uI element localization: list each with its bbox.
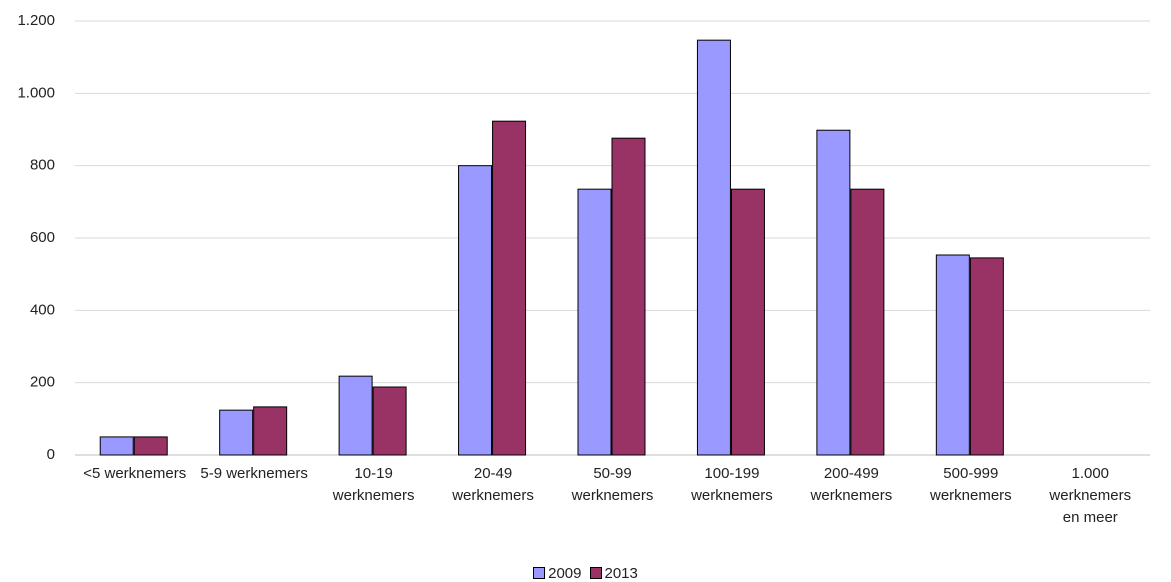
x-tick-label: 500-999 werknemers (929, 465, 1012, 504)
legend-item: 2013 (589, 565, 638, 582)
y-tick-label: 1.200 (17, 12, 55, 29)
bar (458, 165, 493, 456)
legend-label: 2009 (548, 565, 582, 582)
y-tick-label: 600 (30, 229, 55, 246)
x-tick-label: 50-99 werknemers (571, 465, 654, 504)
bar (133, 436, 168, 456)
bar (730, 188, 765, 456)
x-tick-label: 5-9 werknemers (200, 465, 308, 482)
x-tick-label: 10-19 werknemers (332, 465, 415, 504)
bar (696, 39, 731, 456)
y-tick-label: 0 (47, 446, 55, 463)
bar (99, 436, 134, 456)
legend-item: 2009 (533, 565, 582, 582)
bar (338, 375, 373, 456)
y-tick-label: 1.000 (17, 84, 55, 101)
x-tick-label: 20-49 werknemers (452, 465, 534, 504)
y-tick-label: 400 (30, 301, 55, 318)
bar (816, 129, 851, 456)
legend-swatch (533, 567, 546, 579)
x-tick-label: 100-199 werknemers (691, 465, 773, 504)
bar (577, 188, 612, 456)
bar (850, 188, 885, 456)
x-tick-label: 200-499 werknemers (810, 465, 893, 504)
bar (492, 120, 527, 456)
legend: 2009 2013 (0, 565, 1171, 582)
legend-swatch (589, 567, 602, 579)
bar (372, 386, 407, 456)
bar (219, 409, 254, 456)
bar (611, 137, 646, 456)
x-tick-label: 1.000 werknemers en meer (1049, 465, 1132, 526)
bar (969, 257, 1004, 456)
bar (253, 406, 288, 456)
y-tick-label: 200 (30, 374, 55, 391)
bar (935, 254, 970, 456)
y-tick-label: 800 (30, 157, 55, 174)
x-tick-label: <5 werknemers (83, 465, 187, 482)
legend-label: 2013 (604, 565, 638, 582)
